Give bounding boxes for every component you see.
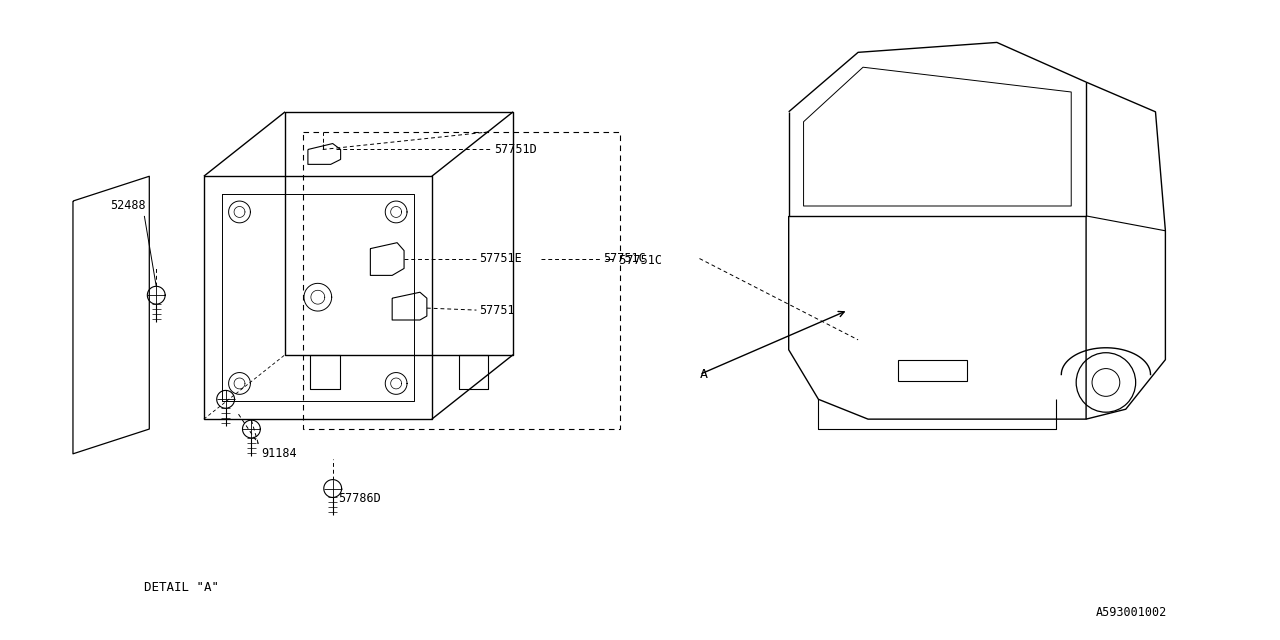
Text: A: A (699, 368, 708, 381)
Text: 57751D: 57751D (494, 143, 538, 156)
Text: 52488: 52488 (110, 200, 145, 212)
Text: 57751: 57751 (480, 303, 515, 317)
Text: ─ 57751C: ─ 57751C (605, 254, 662, 267)
Text: 57786D: 57786D (338, 492, 380, 505)
Text: 91184: 91184 (261, 447, 297, 460)
Text: A593001002: A593001002 (1096, 606, 1167, 619)
Text: DETAIL "A": DETAIL "A" (145, 581, 219, 594)
Bar (303, 132, 621, 429)
Text: 57751C: 57751C (603, 252, 646, 265)
Text: 57751E: 57751E (480, 252, 522, 265)
Bar (897, 360, 968, 381)
